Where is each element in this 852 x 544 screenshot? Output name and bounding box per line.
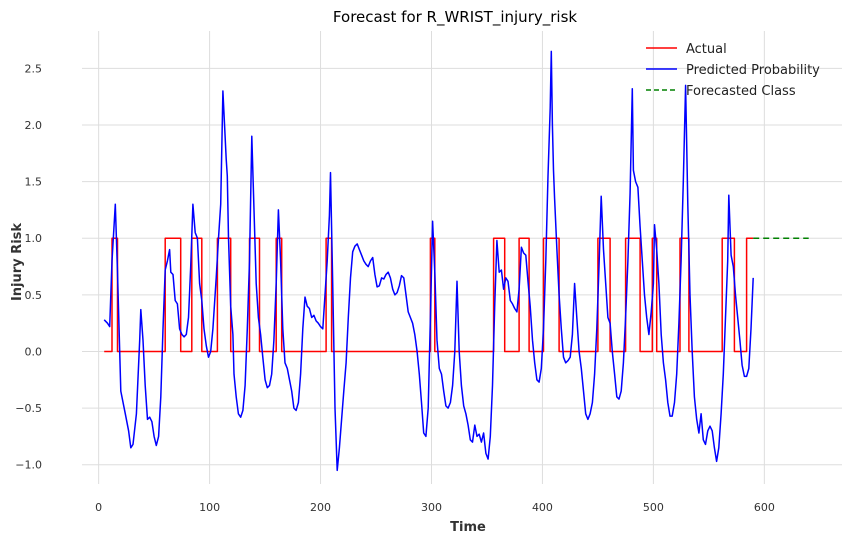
y-tick-label: 0.5 <box>25 289 43 302</box>
chart-title: Forecast for R_WRIST_injury_risk <box>333 8 577 27</box>
y-tick-label: 1.5 <box>25 176 43 189</box>
x-tick-label: 400 <box>532 501 553 514</box>
x-tick-label: 0 <box>95 501 102 514</box>
predicted-probability-line <box>103 50 754 472</box>
x-axis-ticks: 0 100 200 300 400 500 600 <box>95 501 775 514</box>
legend-label-predicted: Predicted Probability <box>686 63 820 78</box>
y-axis-ticks: −1.0 −0.5 0.0 0.5 1.0 1.5 2.0 2.5 <box>15 62 42 471</box>
x-tick-label: 600 <box>754 501 775 514</box>
series-layer <box>103 50 809 472</box>
x-tick-label: 100 <box>199 501 220 514</box>
y-axis-label: Injury Risk <box>10 223 25 301</box>
legend-label-forecast: Forecasted Class <box>686 84 796 99</box>
x-axis-label: Time <box>450 520 486 535</box>
legend: Actual Predicted Probability Forecasted … <box>646 42 820 99</box>
x-tick-label: 500 <box>643 501 664 514</box>
x-tick-label: 300 <box>421 501 442 514</box>
actual-line <box>104 237 754 353</box>
y-tick-label: 2.0 <box>25 119 43 132</box>
y-tick-label: 0.0 <box>25 345 43 358</box>
y-tick-label: −0.5 <box>15 402 42 415</box>
y-tick-label: 1.0 <box>25 232 43 245</box>
legend-label-actual: Actual <box>686 42 727 57</box>
y-tick-label: −1.0 <box>15 459 42 472</box>
x-tick-label: 200 <box>310 501 331 514</box>
y-tick-label: 2.5 <box>25 62 43 75</box>
